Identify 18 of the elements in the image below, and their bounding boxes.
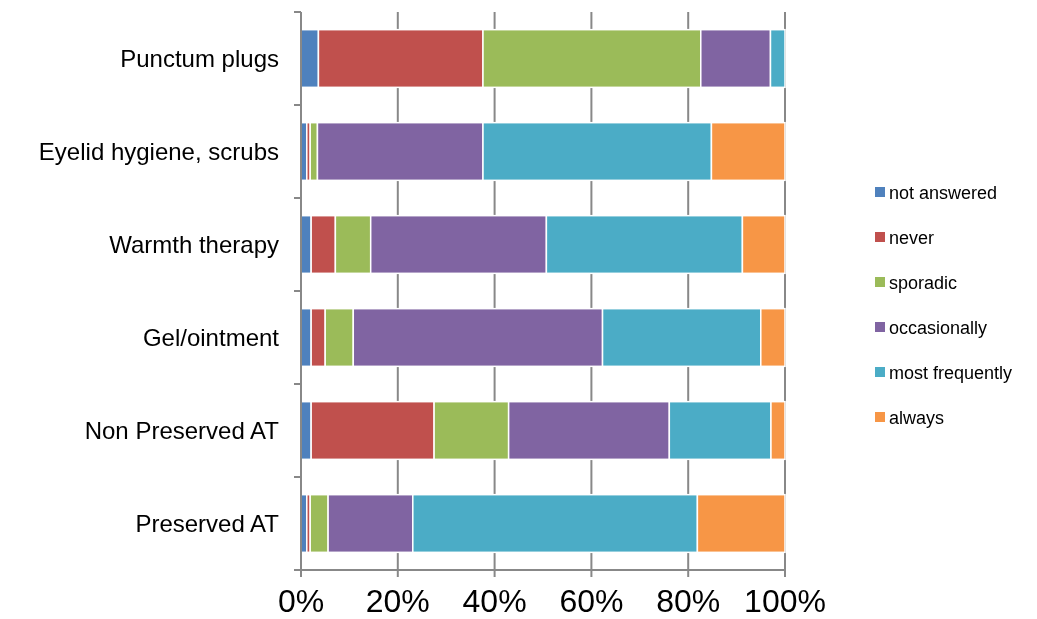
legend-label: not answered — [889, 183, 998, 203]
y-tick-label: Non Preserved AT — [84, 417, 280, 444]
y-tick-label: Gel/ointment — [142, 324, 280, 351]
y-tick-label: Preserved AT — [135, 510, 280, 537]
x-tick-label: 40% — [462, 583, 527, 619]
x-tick-label: 20% — [365, 583, 430, 619]
y-tick-label: Punctum plugs — [120, 45, 279, 72]
y-tick-label: Eyelid hygiene, scrubs — [38, 138, 279, 165]
x-tick-label: 60% — [559, 583, 624, 619]
legend-label: never — [889, 228, 935, 248]
legend-label: most frequently — [889, 363, 1013, 383]
x-tick-label: 0% — [277, 583, 325, 619]
legend-label: always — [889, 408, 945, 428]
x-tick-label: 100% — [744, 583, 826, 619]
x-tick-label: 80% — [656, 583, 721, 619]
y-tick-label: Warmth therapy — [109, 231, 279, 258]
legend-label: sporadic — [889, 273, 958, 293]
legend-label: occasionally — [889, 318, 988, 338]
